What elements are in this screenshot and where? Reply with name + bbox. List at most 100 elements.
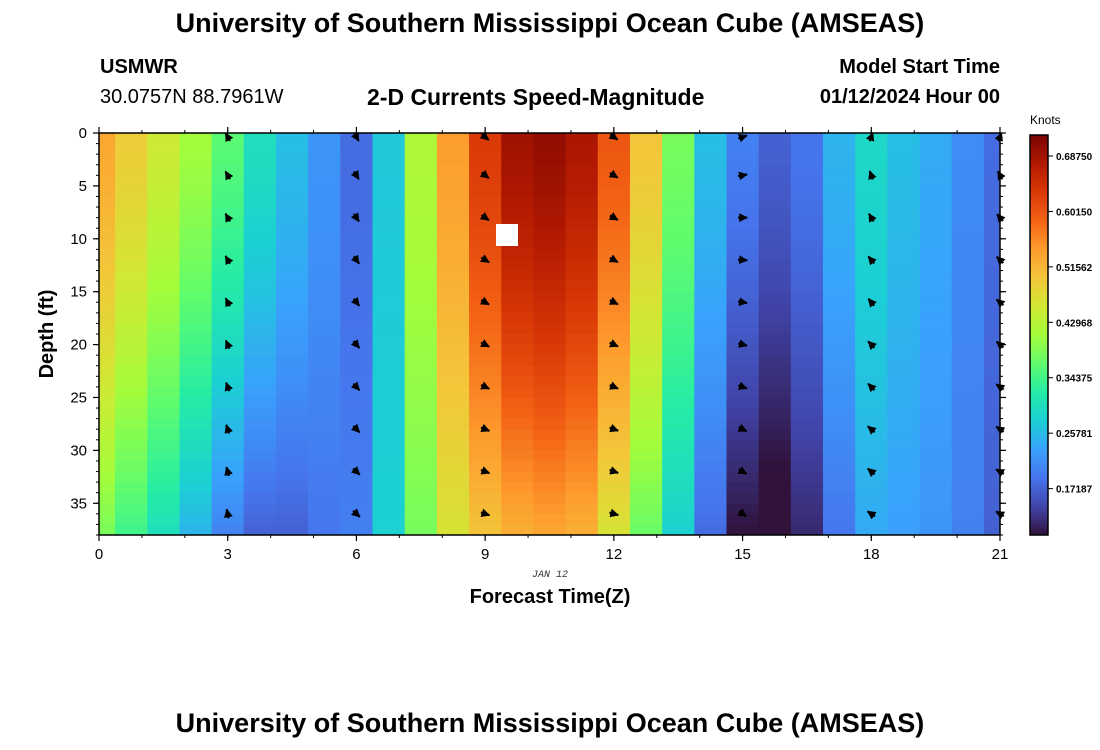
- heatmap-cell: [855, 524, 888, 535]
- heatmap-cell: [758, 143, 792, 155]
- heatmap-cell: [99, 334, 116, 346]
- heatmap-cell: [436, 418, 470, 430]
- heatmap-cell: [662, 312, 695, 325]
- heatmap-cell: [99, 143, 116, 155]
- heatmap-cell: [726, 185, 760, 198]
- heatmap-cell: [951, 238, 985, 250]
- heatmap-cell: [340, 482, 374, 494]
- heatmap-cell: [501, 175, 535, 187]
- model-start-value: 01/12/2024 Hour 00: [819, 86, 1000, 108]
- heatmap-cell: [662, 207, 695, 219]
- heatmap-cell: [887, 249, 921, 261]
- heatmap-cell: [99, 524, 116, 535]
- heatmap-cell: [983, 323, 1000, 335]
- heatmap-cell: [855, 503, 888, 515]
- heatmap-cell: [243, 418, 277, 430]
- heatmap-cell: [629, 196, 663, 208]
- heatmap-cell: [694, 492, 728, 504]
- heatmap-cell: [887, 450, 921, 462]
- heatmap-cell: [790, 450, 824, 462]
- heatmap-cell: [308, 185, 341, 198]
- heatmap-cell: [533, 238, 567, 250]
- heatmap-cell: [855, 270, 888, 282]
- heatmap-cell: [115, 503, 148, 515]
- heatmap-cell: [887, 270, 921, 282]
- heatmap-cell: [211, 323, 245, 335]
- heatmap-cell: [501, 471, 535, 483]
- heatmap-cell: [243, 164, 277, 176]
- heatmap-cell: [501, 429, 535, 441]
- heatmap-cell: [533, 503, 567, 515]
- heatmap-cell: [147, 270, 181, 282]
- heatmap-cell: [99, 482, 116, 494]
- heatmap-cell: [855, 302, 888, 314]
- heatmap-cell: [823, 323, 856, 335]
- heatmap-cell: [629, 143, 663, 155]
- heatmap-cell: [726, 439, 760, 451]
- heatmap-cell: [597, 386, 631, 399]
- heatmap-cell: [436, 249, 470, 261]
- heatmap-cell: [115, 207, 148, 219]
- heatmap-cell: [99, 302, 116, 314]
- heatmap-cell: [404, 143, 438, 155]
- heatmap-cell: [372, 397, 406, 409]
- heatmap-cell: [501, 133, 535, 145]
- heatmap-cell: [855, 439, 888, 451]
- heatmap-cell: [983, 386, 1000, 399]
- heatmap-cell: [823, 376, 856, 388]
- heatmap-cell: [275, 386, 309, 399]
- heatmap-cell: [147, 482, 181, 494]
- heatmap-cell: [243, 439, 277, 451]
- heatmap-cell: [823, 312, 856, 325]
- current-arrow: [224, 424, 233, 434]
- heatmap-cell: [694, 185, 728, 198]
- heatmap-cell: [115, 259, 148, 272]
- heatmap-cell: [404, 429, 438, 441]
- heatmap-cell: [275, 450, 309, 462]
- heatmap-cell: [983, 397, 1000, 409]
- heatmap-cell: [758, 492, 792, 504]
- heatmap-cell: [436, 185, 470, 198]
- heatmap-cell: [211, 175, 245, 187]
- heatmap-cell: [758, 334, 792, 346]
- heatmap-cell: [983, 270, 1000, 282]
- heatmap-cell: [340, 312, 374, 325]
- heatmap-cell: [758, 281, 792, 293]
- heatmap-cell: [983, 207, 1000, 219]
- heatmap-cell: [726, 450, 760, 462]
- heatmap-cell: [662, 386, 695, 399]
- heatmap-cell: [147, 386, 181, 399]
- heatmap-cell: [147, 460, 181, 473]
- heatmap-cell: [211, 291, 245, 303]
- heatmap-cell: [179, 259, 213, 272]
- heatmap-cell: [597, 143, 631, 155]
- heatmap-cell: [565, 154, 599, 166]
- heatmap-cell: [243, 492, 277, 504]
- heatmap-cell: [533, 228, 567, 240]
- y-tick-label: 30: [70, 442, 87, 459]
- heatmap-cell: [758, 259, 792, 272]
- heatmap-cell: [533, 133, 567, 145]
- heatmap-cell: [404, 217, 438, 229]
- heatmap-cell: [308, 365, 341, 377]
- heatmap-cell: [983, 376, 1000, 388]
- heatmap-cell: [436, 344, 470, 356]
- heatmap-cell: [147, 207, 181, 219]
- heatmap-cell: [758, 450, 792, 462]
- heatmap-cell: [372, 471, 406, 483]
- heatmap-cell: [565, 249, 599, 261]
- heatmap-cell: [179, 334, 213, 346]
- heatmap-cell: [275, 460, 309, 473]
- heatmap-cell: [308, 524, 341, 535]
- current-arrow: [738, 255, 748, 265]
- heatmap-cell: [308, 238, 341, 250]
- heatmap-cell: [951, 513, 985, 526]
- heatmap-cell: [243, 133, 277, 145]
- heatmap-cell: [887, 355, 921, 367]
- heatmap-cell: [951, 376, 985, 388]
- heatmap-cell: [629, 249, 663, 261]
- heatmap-cell: [533, 386, 567, 399]
- current-arrow: [224, 381, 234, 392]
- heatmap-cell: [179, 164, 213, 176]
- heatmap-cell: [179, 450, 213, 462]
